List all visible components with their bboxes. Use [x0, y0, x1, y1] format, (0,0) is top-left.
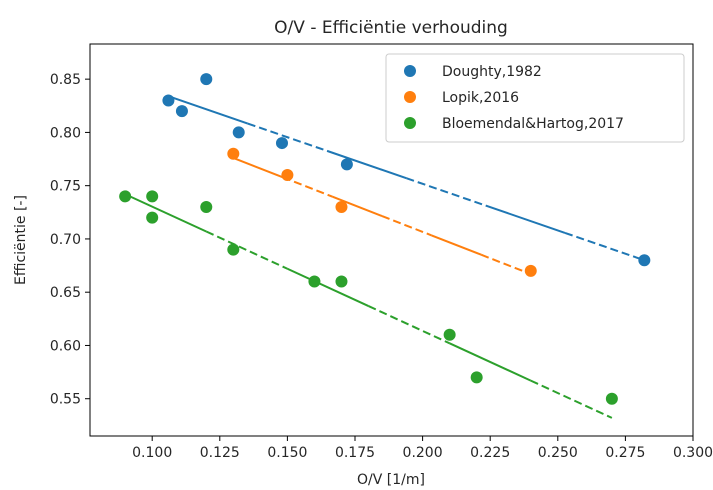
trend-line-segment — [232, 157, 284, 179]
trend-line-segment — [381, 215, 432, 237]
trend-line-segment — [332, 195, 383, 217]
data-point — [524, 264, 537, 277]
trend-line-segment — [431, 234, 482, 256]
y-tick-label: 0.55 — [50, 392, 81, 408]
legend-marker — [404, 117, 416, 129]
data-point — [146, 211, 159, 224]
x-tick-label: 0.275 — [605, 445, 645, 461]
data-point — [443, 328, 456, 341]
data-point — [340, 158, 353, 171]
trend-line-segment — [449, 342, 532, 382]
y-tick-label: 0.80 — [50, 125, 81, 141]
data-point — [335, 275, 348, 288]
trend-line-segment — [406, 177, 487, 207]
legend-label: Lopik,2016 — [442, 90, 519, 106]
trend-line-segment — [282, 176, 333, 198]
x-tick-label: 0.250 — [538, 445, 578, 461]
trend-line-segment — [530, 379, 613, 419]
x-tick-label: 0.125 — [200, 445, 240, 461]
plot-frame — [89, 43, 694, 437]
y-tick-label: 0.65 — [50, 285, 81, 301]
data-point — [227, 243, 240, 256]
legend-box — [385, 53, 685, 143]
trend-line-segment — [564, 231, 645, 262]
data-point — [308, 275, 321, 288]
trend-line-segment — [368, 305, 451, 345]
x-axis: 0.100 0.125 0.150 0.175 0.200 0.225 0.250 0.275… — [132, 436, 713, 461]
data-point — [200, 73, 213, 86]
trend-line-segment — [286, 267, 369, 307]
trend-line-segment — [326, 149, 407, 180]
trend-line-segment — [485, 204, 566, 234]
data-point — [227, 147, 240, 160]
trend-line-segment — [247, 122, 328, 152]
data-point — [605, 392, 618, 405]
y-axis-label: Efficiëntie [-] — [13, 195, 29, 285]
legend-label: Bloemendal&Hartog,2017 — [442, 116, 624, 132]
legend-label: Doughty,1982 — [442, 64, 542, 80]
x-tick-label: 0.200 — [403, 445, 443, 461]
data-point — [470, 371, 483, 384]
chart-title: O/V - Efficiëntie verhouding — [274, 18, 508, 38]
x-tick-label: 0.175 — [335, 445, 375, 461]
data-point — [275, 137, 288, 150]
data-point — [146, 190, 159, 203]
plot-area — [119, 73, 651, 419]
legend: Doughty,1982 Lopik,2016 Bloemendal&Hartog,… — [385, 53, 685, 143]
trend-line-segment — [205, 230, 288, 270]
trend-line-segment — [480, 253, 532, 276]
y-tick-label: 0.85 — [50, 72, 81, 88]
legend-marker — [404, 65, 416, 77]
data-point — [638, 254, 651, 267]
x-tick-label: 0.225 — [470, 445, 510, 461]
data-point — [162, 94, 175, 107]
data-point — [175, 105, 188, 118]
x-tick-label: 0.300 — [673, 445, 713, 461]
trend-line-segment — [124, 193, 207, 233]
x-tick-label: 0.150 — [267, 445, 307, 461]
data-point — [335, 200, 348, 213]
data-point — [200, 200, 213, 213]
y-axis: 0.55 0.60 0.65 0.70 0.75 0.80 0.85 — [50, 72, 90, 408]
data-point — [232, 126, 245, 139]
y-tick-label: 0.70 — [50, 232, 81, 248]
x-axis-label: O/V [1/m] — [357, 472, 425, 488]
legend-marker — [404, 91, 416, 103]
y-tick-label: 0.60 — [50, 338, 81, 354]
trend-line-segment — [168, 95, 249, 125]
y-tick-label: 0.75 — [50, 179, 81, 195]
data-point — [119, 190, 132, 203]
x-tick-label: 0.100 — [132, 445, 172, 461]
data-point — [281, 169, 294, 182]
